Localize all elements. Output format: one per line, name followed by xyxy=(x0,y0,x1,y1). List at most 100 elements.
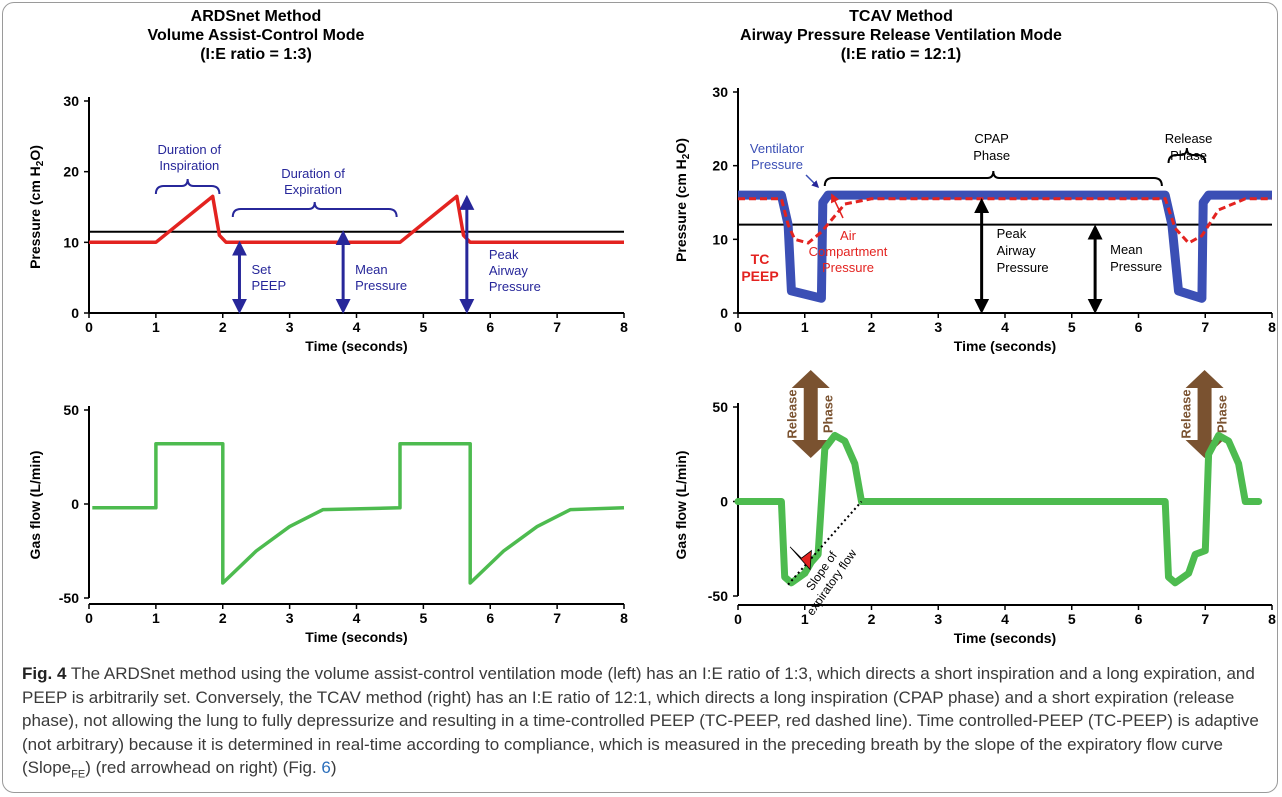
left-flow-ylabel: Gas flow (L/min) xyxy=(27,451,43,560)
right-flow-xtick-label: 0 xyxy=(734,611,742,627)
left-flow-curve xyxy=(92,442,625,585)
right-mean-label-0: Mean xyxy=(1110,242,1143,257)
left-pressure-ytick-label: 20 xyxy=(63,164,79,180)
right-tc-peep-label-1: PEEP xyxy=(741,268,778,284)
right-pressure-ytick-label: 0 xyxy=(720,305,728,321)
caption-sub: FE xyxy=(71,768,86,781)
right-flow-xtick-label: 7 xyxy=(1201,611,1209,627)
right-ventilator-label-1: Pressure xyxy=(751,157,803,172)
release-phase-arrow-right-label-0: Release xyxy=(1179,389,1194,438)
right-pressure-xlabel: Time (seconds) xyxy=(954,338,1056,354)
caption-fig-link[interactable]: 6 xyxy=(321,758,331,777)
right-pressure-xtick-label: 5 xyxy=(1068,319,1076,335)
right-cpap-label-0: CPAP xyxy=(974,131,1008,146)
right-flow-ytick-label: 0 xyxy=(720,494,728,510)
left-pressure-xtick-label: 6 xyxy=(486,319,494,335)
left-flow-xtick-label: 8 xyxy=(620,610,628,626)
right-pressure-xtick-label: 3 xyxy=(934,319,942,335)
left-title-2: (I:E ratio = 1:3) xyxy=(200,46,312,63)
right-mean-label-1: Pressure xyxy=(1110,259,1162,274)
left-pressure-xtick-label: 3 xyxy=(286,319,294,335)
left-pressure-xtick-label: 1 xyxy=(152,319,160,335)
release-phase-arrow-left xyxy=(791,370,830,458)
left-pressure-ytick-label: 0 xyxy=(71,305,79,321)
right-pressure-xtick-label: 8 xyxy=(1268,319,1276,335)
caption-text2: ) (red arrowhead on right) (Fig. xyxy=(85,758,322,777)
left-pressure-ytick-label: 10 xyxy=(63,234,79,250)
right-title-1: Airway Pressure Release Ventilation Mode xyxy=(740,27,1062,44)
slope-dotted-line xyxy=(787,500,863,586)
left-pressure-ylabel: Pressure (cm H2O) xyxy=(27,145,46,269)
right-flow-xtick-label: 6 xyxy=(1135,611,1143,627)
left-flow-xtick-label: 6 xyxy=(486,610,494,626)
left-flow-xtick-label: 3 xyxy=(286,610,294,626)
right-tc-peep-label-0: TC xyxy=(751,251,770,267)
right-ventilator-curve xyxy=(738,190,1272,303)
right-pressure-xtick-label: 2 xyxy=(868,319,876,335)
right-flow-xtick-label: 4 xyxy=(1001,611,1009,627)
left-pressure-xtick-label: 7 xyxy=(553,319,561,335)
left-mean-label-1: Pressure xyxy=(355,278,407,293)
figure-caption: Fig. 4 The ARDSnet method using the volu… xyxy=(22,662,1268,787)
left-peak-label-1: Airway xyxy=(489,263,529,278)
left-title-1: Volume Assist-Control Mode xyxy=(148,27,365,44)
right-ventilator-pointer xyxy=(805,174,820,189)
release-phase-arrow-right-label-1: Phase xyxy=(1215,395,1230,433)
right-pressure-xtick-label: 6 xyxy=(1135,319,1143,335)
right-ventilator-label-0: Ventilator xyxy=(750,141,805,156)
caption-text3: ) xyxy=(330,758,337,777)
right-air-label-2: Pressure xyxy=(822,260,874,275)
left-inspiration-label-1: Inspiration xyxy=(159,158,219,173)
right-flow-curve xyxy=(734,431,1263,587)
left-flow-xtick-label: 7 xyxy=(553,610,561,626)
right-cpap-label-1: Phase xyxy=(973,148,1010,163)
left-flow-ytick-label: 50 xyxy=(63,402,79,418)
left-set-peep-label-1: PEEP xyxy=(251,278,286,293)
right-flow-xtick-label: 5 xyxy=(1068,611,1076,627)
right-pressure-ytick-label: 30 xyxy=(712,84,728,100)
right-peak-label-2: Pressure xyxy=(997,260,1049,275)
left-peak-label-2: Pressure xyxy=(489,279,541,294)
right-flow-xtick-label: 3 xyxy=(934,611,942,627)
right-peak-label-0: Peak xyxy=(997,226,1027,241)
right-pressure-xtick-label: 4 xyxy=(1001,319,1009,335)
right-air-label-0: Air xyxy=(840,228,857,243)
release-phase-arrow-left-label-1: Phase xyxy=(821,395,836,433)
left-flow-xtick-label: 0 xyxy=(85,610,93,626)
right-pressure-xtick-label: 0 xyxy=(734,319,742,335)
left-flow-xlabel: Time (seconds) xyxy=(305,629,407,645)
left-pressure-curve xyxy=(89,194,624,245)
right-flow-xlabel: Time (seconds) xyxy=(954,630,1056,646)
left-expiration-label-1: Expiration xyxy=(284,182,342,197)
right-cpap-brace xyxy=(823,170,1163,187)
left-pressure-xtick-label: 2 xyxy=(219,319,227,335)
right-flow-xtick-label: 1 xyxy=(801,611,809,627)
left-pressure-xtick-label: 0 xyxy=(85,319,93,335)
left-pressure-xtick-label: 5 xyxy=(419,319,427,335)
right-pressure-xtick-label: 7 xyxy=(1201,319,1209,335)
right-flow-ylabel: Gas flow (L/min) xyxy=(673,451,689,560)
caption-text: The ARDSnet method using the volume assi… xyxy=(22,664,1259,777)
left-flow-ytick-label: -50 xyxy=(59,590,79,606)
left-pressure-xtick-label: 8 xyxy=(620,319,628,335)
release-phase-arrow-left-label-0: Release xyxy=(785,389,800,438)
left-flow-ytick-label: 0 xyxy=(71,496,79,512)
right-flow-xtick-label: 8 xyxy=(1268,611,1276,627)
caption-label: Fig. 4 xyxy=(22,664,67,683)
right-release-brace xyxy=(1167,147,1207,164)
figure-svg: ARDSnet Method Volume Assist-Control Mode… xyxy=(27,8,1276,646)
slope-red-arrowhead xyxy=(789,546,812,571)
left-flow-xtick-label: 5 xyxy=(419,610,427,626)
left-expiration-label-0: Duration of xyxy=(281,166,345,181)
left-inspiration-brace xyxy=(154,178,221,195)
left-expiration-brace xyxy=(231,201,398,218)
right-flow-ytick-label: -50 xyxy=(708,588,728,604)
right-air-pointer xyxy=(831,193,844,219)
left-inspiration-label-0: Duration of xyxy=(158,142,222,157)
left-pressure-ytick-label: 30 xyxy=(63,93,79,109)
right-title-2: (I:E ratio = 12:1) xyxy=(841,46,961,63)
left-set-peep-label-0: Set xyxy=(251,262,271,277)
right-release-label-1: Phase xyxy=(1170,148,1207,163)
left-pressure-xtick-label: 4 xyxy=(353,319,361,335)
